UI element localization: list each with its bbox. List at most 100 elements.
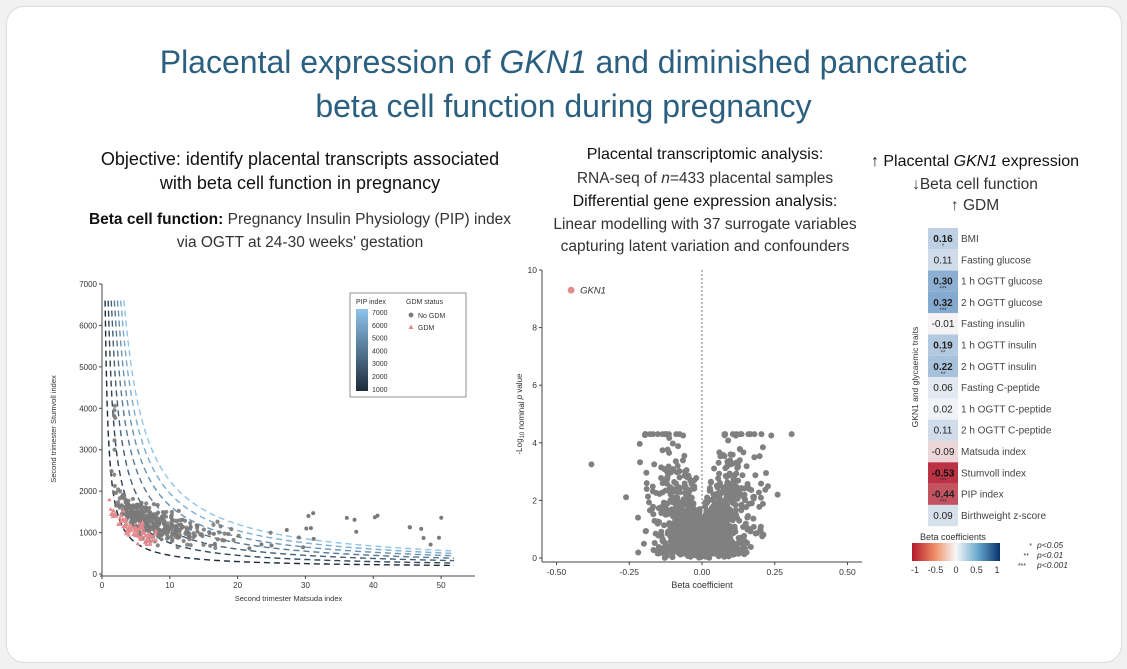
gene-point [682,485,689,492]
no-gdm-point [198,532,203,537]
gdm-point [108,506,113,511]
colorbar-tick: 1 [994,565,999,575]
no-gdm-point [296,535,301,540]
no-gdm-point [146,523,151,528]
gene-point [681,472,688,479]
y-tick-label: 7000 [79,280,97,289]
gdm-point [132,528,138,533]
gene-point [687,512,694,519]
gene-point [732,502,739,509]
gene-point [672,499,679,506]
legend-no-gdm-label: No GDM [418,313,445,320]
no-gdm-point [187,534,192,539]
no-gdm-point [112,447,117,452]
heatmap-cell [928,419,958,441]
cell-stars: *** [939,308,947,314]
gene-point [733,470,740,477]
gene-point [646,499,653,506]
y-tick-label: 1000 [79,529,97,538]
gene-point [669,440,676,447]
pip-curve [104,300,454,567]
gene-point [751,493,758,500]
gdm-point [150,534,156,539]
gene-point [713,550,720,557]
gdm-point [145,536,151,540]
y-tick-label: 6 [532,380,537,390]
pip-curve [122,300,455,552]
gene-point [752,472,759,479]
gene-point [676,431,683,438]
beta-cell-line: ↓Beta cell function [912,176,1038,193]
heatmap-cell [928,228,958,250]
colorbar-tick: -0.5 [928,565,944,575]
gene-point [730,476,737,483]
gene-point [758,431,765,438]
gene-point [666,483,673,490]
gene-point [677,513,684,520]
trait-label: Stumvoll index [961,468,1026,479]
gdm-point [142,530,147,535]
gene-point [722,544,729,551]
no-gdm-point [169,527,174,532]
gene-point [643,469,650,476]
gene-point [729,524,736,531]
gene-point [696,509,703,516]
gene-point [671,528,678,535]
lm-line2: capturing latent variation and confounde… [560,238,850,255]
no-gdm-point [156,510,161,515]
lm-line1: Linear modelling with 37 surrogate varia… [553,216,857,233]
cell-value: -0.09 [932,447,955,458]
gene-point [669,510,676,517]
no-gdm-point [259,542,264,547]
no-gdm-point [192,533,198,538]
gdm-point [129,528,134,532]
no-gdm-point [151,501,156,507]
gene-point [683,538,690,545]
gene-point [706,484,713,491]
no-gdm-point [165,521,170,526]
no-gdm-point [195,529,200,534]
no-gdm-point [217,530,222,535]
pip-legend-label: 1000 [372,387,388,394]
gdm-point [153,531,158,536]
gene-point [695,533,702,540]
gene-point [649,483,656,490]
no-gdm-point [148,527,153,532]
gene-point [693,475,700,482]
no-gdm-point [188,542,193,548]
x-tick-label: 20 [233,581,242,590]
gene-point [671,478,678,485]
no-gdm-point [439,515,444,520]
gkn1-text: expression [997,153,1080,170]
sig-text: p<0.001 [1036,560,1068,570]
gene-point [659,536,666,543]
gene-point [724,493,731,500]
gene-point [716,470,723,477]
no-gdm-point [188,521,193,526]
cell-value: 0.22 [933,362,953,373]
gene-point [732,492,739,499]
gene-point [657,549,664,556]
gene-point [687,477,694,484]
no-gdm-point [155,502,160,508]
gene-point [659,480,666,487]
gdm-marker [408,324,414,329]
y-tick-label: 3000 [79,446,97,455]
cell-stars: * [942,244,945,250]
cell-value: -0.01 [932,319,955,330]
gene-point [727,529,734,536]
gene-point [635,514,641,521]
rnaseq-line: RNA-seq of n=433 placental samples [525,170,885,188]
no-gdm-point [165,525,170,530]
gene-point [721,533,728,540]
x-tick-label: 0.00 [694,567,711,577]
cell-value: 0.11 [934,426,953,437]
no-gdm-point [308,526,313,531]
no-gdm-point [213,545,218,550]
heatmap-cell [928,249,958,271]
y-tick-label: 6000 [79,321,97,330]
no-gdm-point [153,517,158,522]
no-gdm-point [236,533,241,538]
gdm-point [138,524,144,529]
